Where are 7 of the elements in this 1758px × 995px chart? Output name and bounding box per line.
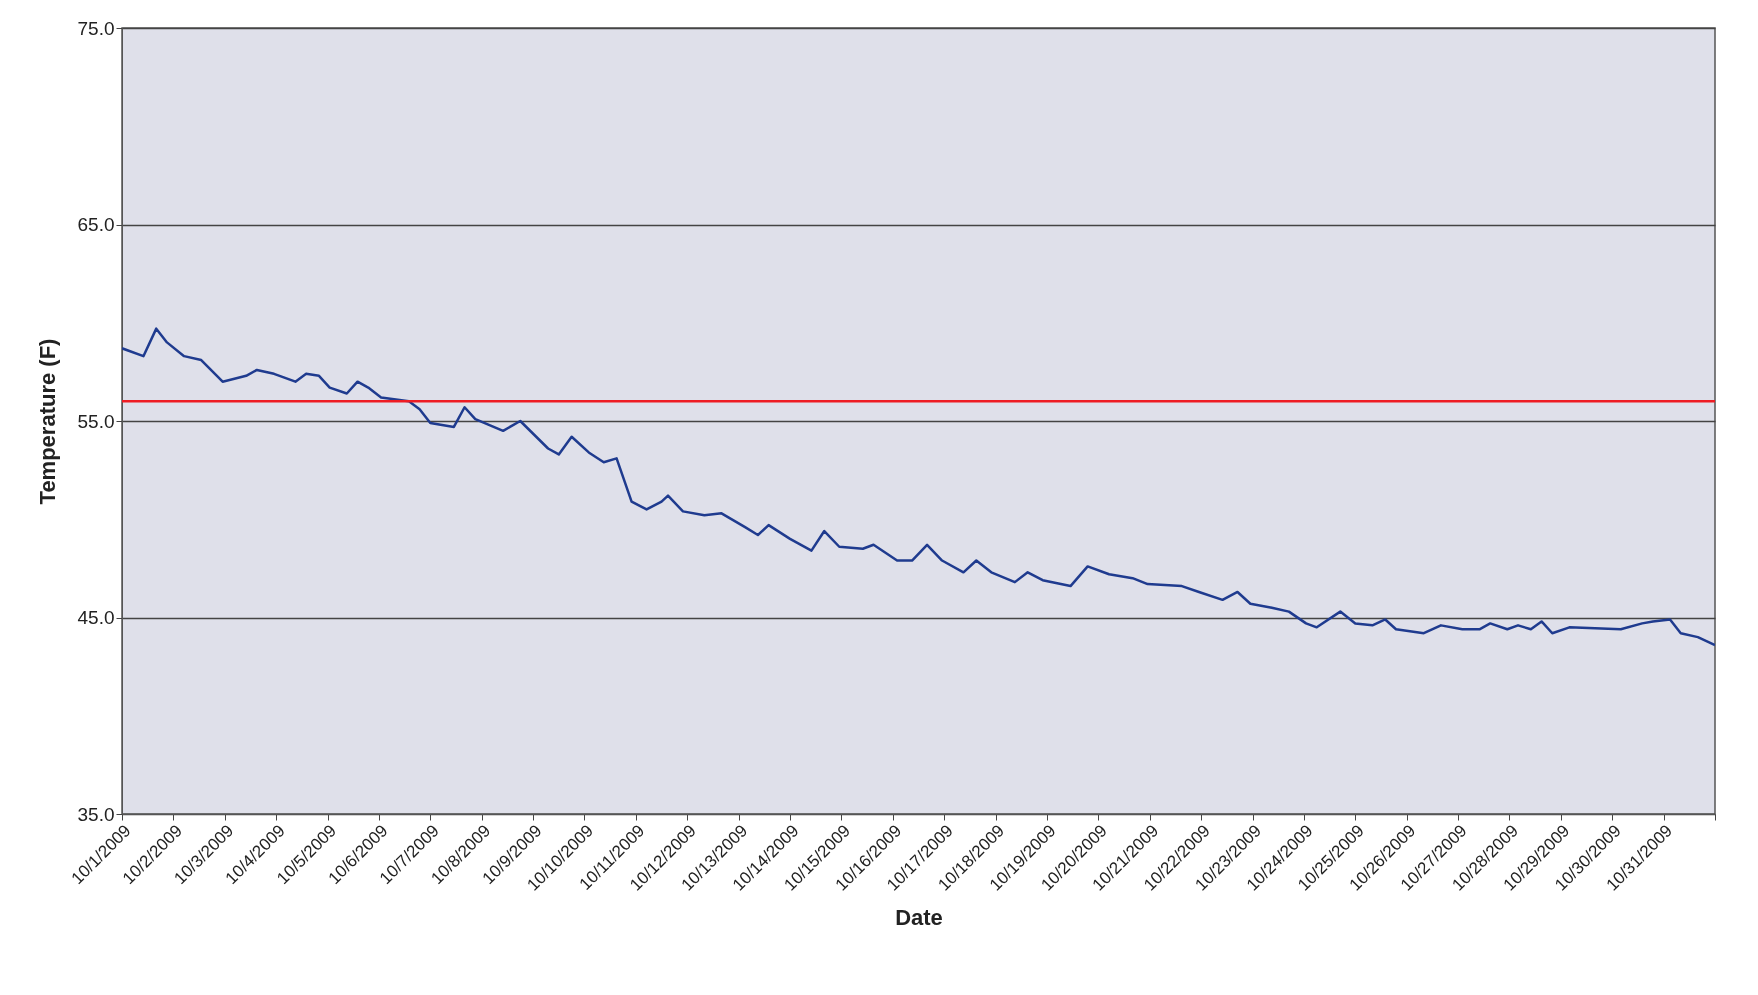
y-tick-label: 55.0 [77,410,115,432]
x-axis-title: Date [895,904,943,930]
y-tick-label: 45.0 [77,607,115,628]
y-axis-title: Temperature (F) [34,338,60,505]
y-tick-label: 65.0 [77,214,115,235]
y-tick-label: 35.0 [77,803,115,825]
y-tick-label: 75.0 [77,17,115,39]
